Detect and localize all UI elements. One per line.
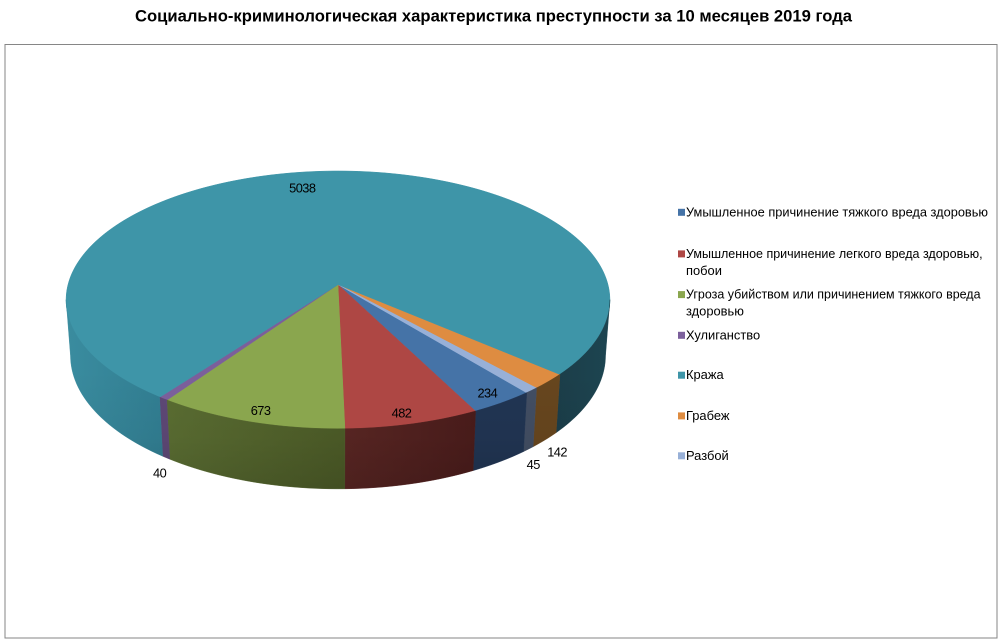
svg-text:Кража: Кража bbox=[686, 367, 724, 382]
svg-text:Умышленное причинение легкого: Умышленное причинение легкого вреда здор… bbox=[686, 246, 983, 261]
svg-text:45: 45 bbox=[527, 457, 541, 472]
svg-text:здоровью: здоровью bbox=[686, 304, 744, 319]
svg-text:40: 40 bbox=[153, 466, 167, 481]
svg-text:673: 673 bbox=[251, 403, 271, 418]
svg-text:5038: 5038 bbox=[289, 181, 316, 196]
svg-text:Разбой: Разбой bbox=[686, 448, 729, 463]
svg-text:Умышленное причинение тяжкого: Умышленное причинение тяжкого вреда здор… bbox=[686, 204, 988, 219]
svg-text:234: 234 bbox=[477, 386, 497, 401]
svg-text:Социально-криминологическая ха: Социально-криминологическая характеристи… bbox=[135, 7, 853, 25]
svg-text:Угроза убийством или причинени: Угроза убийством или причинением тяжкого… bbox=[686, 287, 981, 302]
svg-text:142: 142 bbox=[547, 445, 567, 460]
svg-text:побои: побои bbox=[686, 263, 722, 278]
svg-text:482: 482 bbox=[392, 405, 412, 420]
svg-text:Хулиганство: Хулиганство bbox=[686, 327, 760, 342]
svg-text:Грабеж: Грабеж bbox=[686, 408, 730, 423]
